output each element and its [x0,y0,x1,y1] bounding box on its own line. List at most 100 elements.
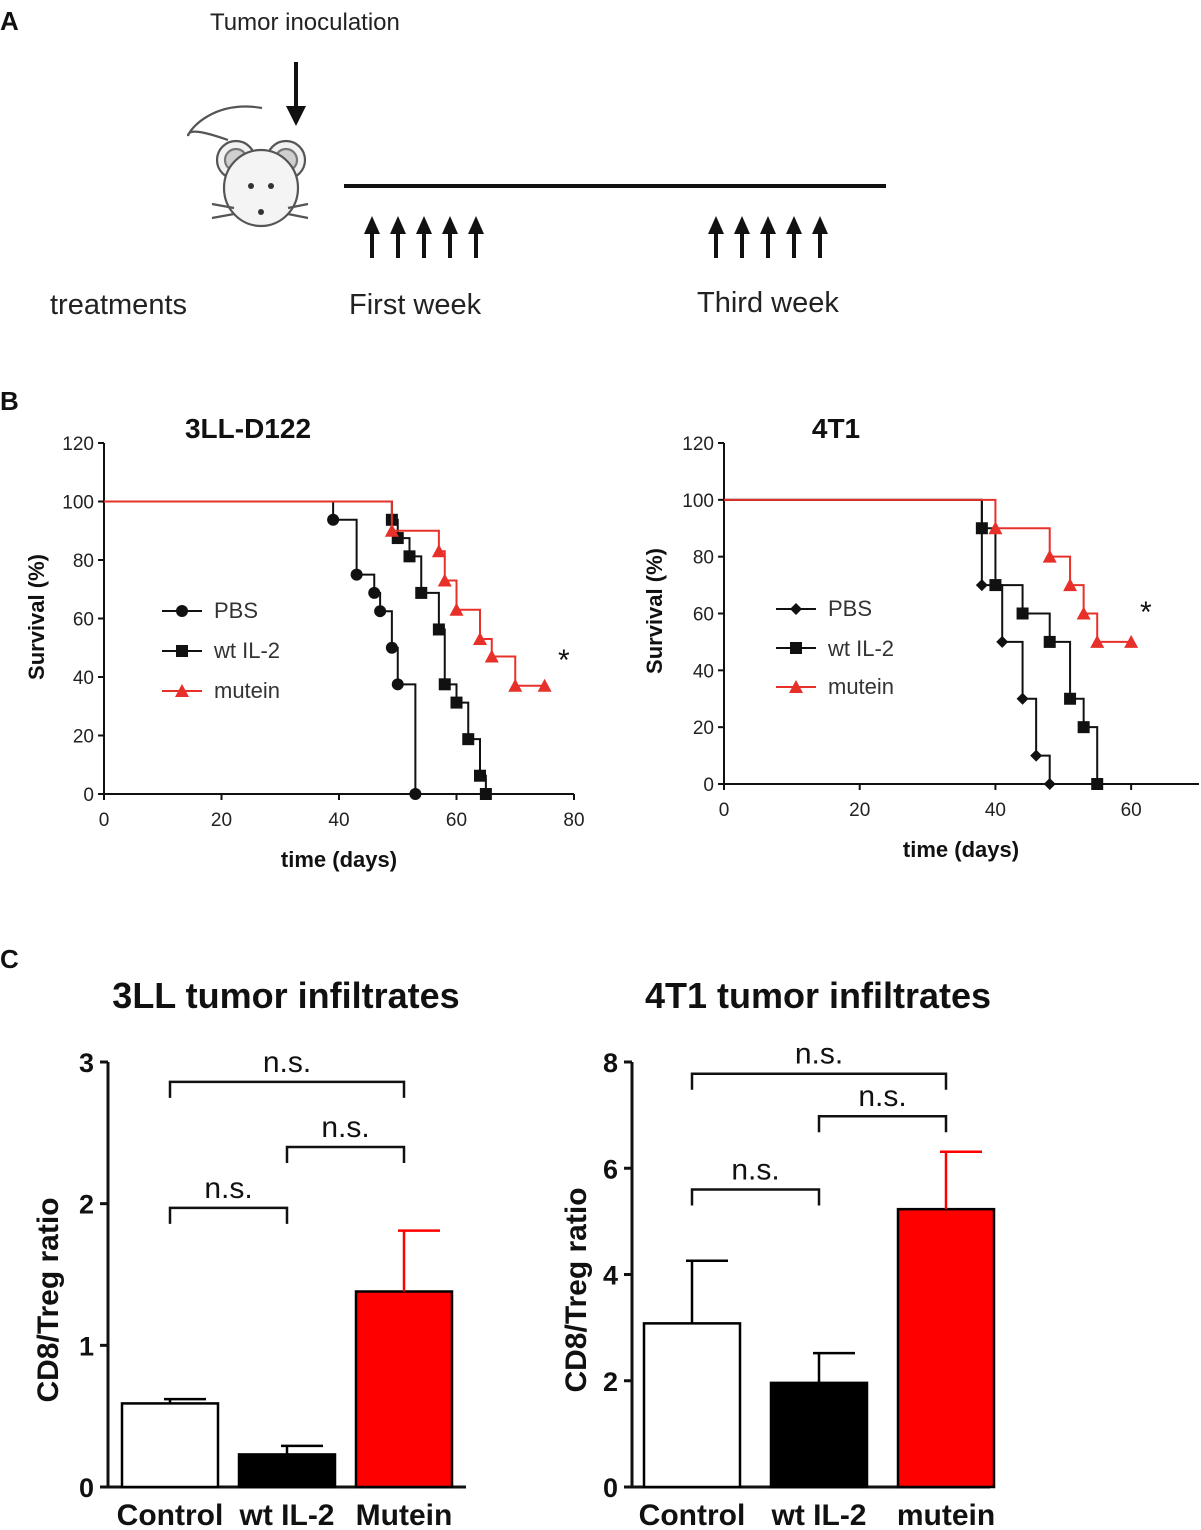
significance-label: n.s. [204,1172,252,1205]
mouse-icon [186,105,309,228]
legend-marker [790,642,802,654]
third-week-arrows [708,216,828,258]
legend-label-wt-il2: wt IL-2 [213,638,280,663]
y-axis-label: CD8/Treg ratio [560,1187,593,1392]
y-tick-label: 20 [73,727,94,748]
chart-title: 4T1 [812,413,860,444]
legend-marker [789,680,803,693]
significance-label: n.s. [263,1046,311,1079]
data-point [368,586,381,599]
data-point [438,678,451,691]
significance-label: n.s. [858,1080,906,1113]
data-point [385,641,398,654]
y-tick-label: 2 [79,1190,94,1220]
data-point [1030,749,1043,762]
data-point [975,579,988,592]
y-tick-label: 0 [603,1473,618,1503]
data-point [431,544,446,558]
up-arrow-icon [390,216,406,258]
data-point [1077,721,1090,734]
legend-label-mutein: mutein [214,678,280,703]
x-tick-label: 20 [211,810,232,831]
bar-chart-3ll: 3LL tumor infiltrates CD8/Treg ratio 0 1 2… [32,975,466,1530]
category-label: Control [639,1499,746,1530]
significance-star: * [558,644,570,677]
y-tick-label: 80 [73,551,94,572]
data-point [975,522,988,535]
y-tick-label: 120 [682,434,714,455]
data-point [1043,635,1056,648]
series-pbs [724,498,1056,790]
up-arrow-icon [708,216,724,258]
y-tick-label: 0 [79,1473,94,1503]
legend-marker [176,605,188,617]
data-point [1091,778,1104,790]
x-tick-label: 60 [446,810,467,831]
y-tick-label: 40 [73,668,94,689]
survival-chart-4t1: 4T1 Survival (%) time (days) PBS wt IL-2… [642,413,1199,862]
data-point [1090,634,1105,648]
category-label: Mutein [356,1499,453,1530]
y-tick-label: 80 [693,548,714,569]
data-point [409,788,422,800]
data-point [1124,634,1139,648]
y-axis-label: Survival (%) [24,554,49,680]
bar-control [120,1402,220,1489]
data-point [473,631,487,645]
data-point [437,573,452,587]
bar-wt-il-2 [237,1453,337,1489]
data-point [432,623,445,636]
y-tick-label: 40 [693,661,714,682]
survival-curve [104,500,545,687]
series-pbs [104,500,422,800]
panel-label-a: A [0,6,19,36]
up-arrow-icon [786,216,802,258]
series-mutein [724,498,1139,648]
data-point [479,788,492,800]
y-tick-label: 2 [603,1367,618,1397]
y-axis-label: CD8/Treg ratio [32,1197,65,1402]
bar-mutein [896,1207,996,1489]
tumor-inoculation-label: Tumor inoculation [210,9,400,36]
bar-control [642,1322,742,1489]
data-point [450,696,463,709]
significance-bracket [168,1206,289,1224]
x-tick-label: 80 [563,810,584,831]
data-point [1063,578,1078,592]
data-point [391,678,404,691]
bar-mutein [354,1290,454,1489]
data-point [415,586,428,599]
data-point [1064,692,1077,705]
category-label: wt IL-2 [239,1499,335,1530]
y-tick-label: 3 [79,1048,94,1078]
y-tick-label: 100 [682,491,714,512]
x-axis-label: time (days) [903,837,1019,862]
down-arrow-icon [286,62,306,126]
significance-bracket [690,1188,821,1206]
data-point [474,769,486,782]
survival-curve [724,498,1099,784]
panel-b: B 3LL-D122 Survival (%) time (days) PBS … [0,386,1199,872]
x-axis-label: time (days) [281,847,397,872]
data-point [350,568,363,581]
panel-label-c: C [0,944,19,974]
legend-label-pbs: PBS [214,598,258,623]
bar-chart-4t1: 4T1 tumor infiltrates CD8/Treg ratio 0 2 4… [560,975,996,1530]
chart-title: 3LL tumor infiltrates [112,975,459,1016]
survival-curve [724,498,1132,643]
series-mutein [104,500,552,692]
data-point [384,523,399,537]
y-tick-label: 60 [73,610,94,631]
y-axis-label: Survival (%) [642,548,667,674]
x-tick-label: 40 [985,800,1006,821]
legend-marker [790,603,802,615]
y-tick-label: 1 [79,1331,94,1361]
legend-marker [176,645,188,657]
data-point [374,605,387,618]
y-tick-label: 6 [603,1154,618,1184]
x-tick-label: 20 [849,800,870,821]
data-point [449,602,464,616]
y-tick-label: 20 [693,718,714,739]
data-point [537,678,552,692]
